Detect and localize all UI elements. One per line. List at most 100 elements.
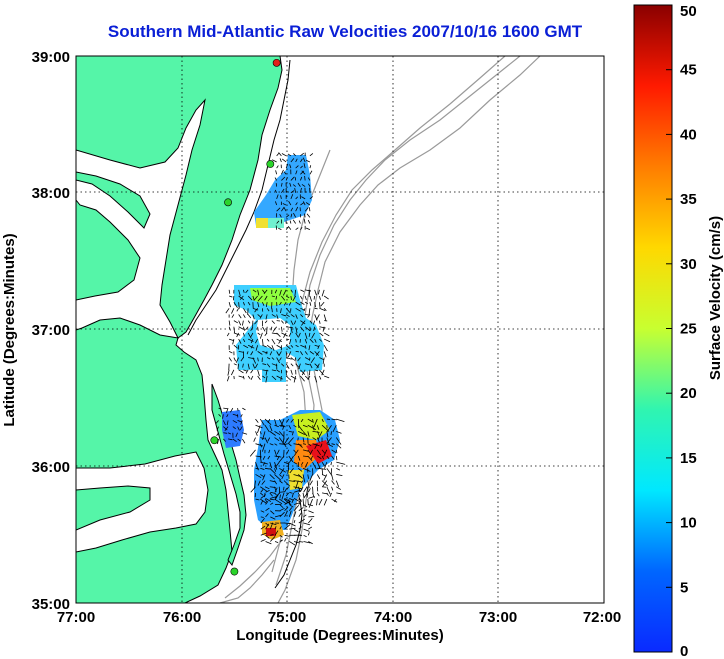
velocity-vector	[271, 159, 277, 163]
velocity-vector	[308, 541, 313, 545]
velocity-vector	[302, 157, 306, 163]
velocity-vector	[240, 414, 243, 418]
velocity-vector	[321, 461, 325, 466]
velocity-vector	[260, 539, 266, 542]
velocity-vector	[316, 499, 318, 506]
velocity-vector	[240, 420, 243, 425]
velocity-vector	[295, 202, 298, 206]
velocity-vector	[238, 302, 240, 309]
velocity-vector	[323, 345, 328, 352]
velocity-vector	[274, 474, 282, 481]
velocity-vector	[276, 314, 279, 320]
velocity-vector	[280, 182, 283, 187]
velocity-vector	[333, 498, 337, 503]
velocity-vector	[262, 369, 269, 372]
velocity-vector	[321, 468, 324, 475]
velocity-vector	[294, 188, 297, 193]
velocity-vector	[288, 507, 293, 511]
velocity-vector	[274, 437, 280, 442]
velocity-vector	[280, 326, 283, 332]
velocity-vector	[321, 455, 325, 460]
velocity-vector	[295, 344, 299, 348]
y-tick-label: 36:00	[32, 459, 70, 476]
y-tick-label: 39:00	[32, 49, 70, 66]
velocity-vector	[292, 295, 296, 302]
velocity-vector	[306, 159, 311, 163]
velocity-vector	[293, 541, 300, 544]
velocity-vector	[300, 320, 306, 325]
velocity-vector	[335, 480, 340, 487]
velocity-vector	[245, 289, 249, 294]
velocity-vector	[288, 301, 292, 306]
velocity-vector	[238, 314, 242, 319]
velocity-vector	[319, 302, 321, 309]
velocity-vector	[270, 491, 276, 494]
velocity-vector	[262, 375, 266, 379]
velocity-vector	[303, 534, 307, 538]
velocity-vector	[281, 153, 287, 157]
velocity-vector	[283, 301, 287, 306]
velocity-vector	[243, 369, 248, 372]
velocity-vector	[231, 314, 235, 318]
velocity-vector	[269, 462, 273, 469]
velocity-vector	[322, 480, 328, 488]
velocity-vector	[227, 432, 232, 435]
velocity-vector	[336, 461, 346, 465]
velocity-vector	[288, 430, 293, 433]
velocity-vector	[276, 344, 282, 349]
velocity-vector	[240, 357, 244, 362]
velocity-vector	[238, 289, 241, 297]
velocity-vector	[269, 498, 275, 501]
velocity-vector	[276, 194, 279, 200]
velocity-vector	[331, 443, 335, 445]
velocity-vector	[266, 308, 270, 312]
velocity-vector	[246, 351, 249, 355]
velocity-vector	[319, 357, 325, 361]
velocity-vector	[253, 295, 258, 301]
velocity-vector	[290, 314, 295, 318]
y-tick-label: 35:00	[32, 596, 70, 613]
velocity-vector	[293, 498, 301, 503]
velocity-vector	[284, 506, 289, 511]
velocity-vector	[302, 201, 306, 206]
velocity-vector	[238, 375, 244, 378]
velocity-vector	[308, 518, 313, 524]
velocity-vector	[270, 496, 276, 499]
velocity-vector	[288, 480, 296, 482]
velocity-vector	[336, 474, 343, 477]
velocity-vector	[320, 301, 325, 307]
velocity-vector	[270, 522, 277, 526]
velocity-vector	[308, 498, 313, 508]
velocity-vector	[276, 455, 280, 461]
velocity-vector	[230, 369, 235, 376]
velocity-vector	[247, 301, 251, 306]
velocity-vector	[282, 425, 285, 430]
velocity-vector	[270, 534, 274, 536]
velocity-vector	[288, 455, 294, 463]
velocity-vector	[293, 443, 302, 446]
velocity-vector	[293, 480, 302, 482]
velocity-vector	[293, 505, 300, 511]
velocity-vector	[295, 480, 299, 490]
velocity-vector	[284, 522, 291, 525]
colorbar-tick-label: 40	[680, 126, 697, 143]
velocity-vector	[228, 357, 232, 362]
velocity-vector	[293, 474, 301, 477]
velocity-vector	[255, 418, 259, 423]
velocity-vector	[335, 455, 338, 461]
velocity-vector	[309, 363, 313, 369]
velocity-vector	[316, 363, 320, 369]
velocity-vector	[290, 418, 294, 423]
velocity-vector	[247, 344, 255, 349]
station-marker	[224, 198, 232, 207]
velocity-vector	[223, 426, 228, 431]
velocity-vector	[230, 407, 234, 413]
velocity-vector	[215, 420, 219, 424]
velocity-vector	[300, 202, 305, 206]
velocity-vector	[262, 443, 266, 452]
velocity-vector	[309, 449, 313, 456]
velocity-vector	[283, 332, 287, 338]
velocity-vector	[291, 431, 294, 436]
velocity-vector	[218, 407, 222, 410]
